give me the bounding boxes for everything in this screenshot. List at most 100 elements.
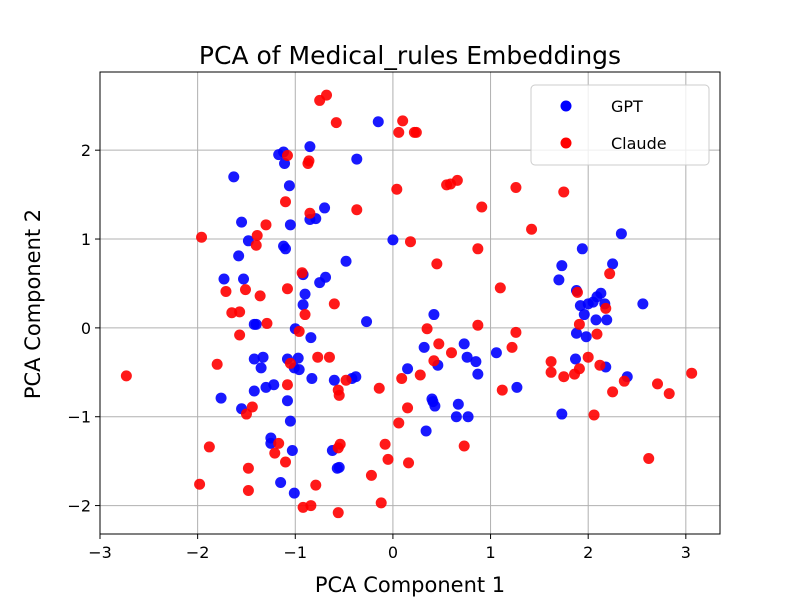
data-point-gpt [615,228,627,240]
data-point-claude [310,479,322,491]
data-point-gpt [570,327,582,339]
data-point-claude [558,186,570,198]
x-tick-label: −3 [88,543,112,562]
data-point-claude [573,363,585,375]
data-point-gpt [595,287,607,299]
data-point-claude [445,347,457,359]
data-point-claude [600,302,612,314]
data-point-claude [663,388,675,400]
data-point-claude [196,231,208,243]
data-point-claude [323,351,335,363]
data-point-claude [280,196,292,208]
data-point-claude [545,356,557,368]
data-point-claude [393,417,405,429]
data-point-claude [496,384,508,396]
legend-box [530,84,710,166]
data-point-gpt [580,331,592,343]
data-point-claude [234,329,246,341]
data-point-gpt [470,356,482,368]
data-point-claude [242,484,254,496]
data-point-claude [312,351,324,363]
data-point-claude [281,283,293,295]
data-point-claude [261,317,273,329]
data-point-gpt [215,392,227,404]
y-tick-label: −1 [67,408,91,427]
x-axis-label: PCA Component 1 [315,573,505,597]
data-point-claude [545,366,557,378]
data-point-gpt [293,364,305,376]
data-point-gpt [218,273,230,285]
data-point-claude [340,374,352,386]
data-point-claude [330,117,342,129]
data-point-gpt [275,476,287,488]
data-points [120,89,698,519]
data-point-claude [220,285,232,297]
data-point-claude [269,447,281,459]
data-point-claude [510,326,522,338]
data-point-claude [281,150,293,162]
legend: GPT Claude [530,84,710,166]
data-point-gpt [284,415,296,427]
data-point-claude [375,497,387,509]
data-point-claude [402,402,414,414]
data-point-claude [604,268,616,280]
data-point-gpt [283,180,295,192]
data-point-gpt [319,202,331,214]
data-point-claude [280,456,292,468]
data-point-claude [334,438,346,450]
data-point-claude [379,438,391,450]
data-point-claude [194,478,206,490]
data-point-claude [404,236,416,248]
data-point-claude [510,182,522,193]
y-tick-label: 2 [81,141,91,160]
x-tick-label: −2 [186,543,210,562]
data-point-gpt [297,299,309,311]
data-point-claude [588,409,600,421]
data-point-claude [414,369,426,381]
data-point-gpt [461,351,473,363]
data-point-claude [526,223,538,235]
data-point-gpt [284,219,296,231]
data-point-gpt [420,425,432,437]
data-point-claude [328,298,340,310]
data-point-gpt [418,341,430,353]
data-point-claude [410,126,422,138]
data-point-claude [686,367,698,379]
data-point-gpt [458,338,470,350]
data-point-claude [451,174,463,186]
data-point-claude [242,462,254,474]
data-point-claude [582,351,594,363]
data-point-claude [403,457,415,469]
data-point-claude [506,341,518,353]
data-point-claude [333,389,345,401]
data-point-claude [396,373,408,385]
data-point-gpt [281,395,293,407]
data-point-claude [652,378,664,390]
data-point-gpt [427,396,439,408]
data-point-claude [558,371,570,383]
data-point-gpt [238,273,250,285]
data-point-gpt [553,274,565,286]
data-point-claude [299,309,311,321]
data-point-gpt [248,385,260,397]
data-point-claude [391,183,403,195]
axis-ticks: −3 −2 −1 0 1 2 3 −2 −1 0 1 2 [67,141,691,562]
data-point-gpt [248,353,260,365]
plot-area-frame [99,71,721,535]
data-point-claude [365,469,377,481]
data-point-claude [571,286,583,298]
data-point-gpt [255,362,267,374]
data-point-claude [393,126,405,138]
data-point-claude [203,441,215,453]
data-point-claude [573,318,585,330]
data-point-claude [120,370,132,382]
data-point-gpt [320,271,332,283]
x-tick-label: 2 [583,543,593,562]
data-point-gpt [265,437,277,449]
data-point-gpt [228,171,240,183]
data-point-gpt [556,260,568,272]
data-point-claude [211,358,223,370]
data-point-claude [251,229,263,241]
data-point-claude [305,500,317,512]
data-point-claude [591,328,603,340]
